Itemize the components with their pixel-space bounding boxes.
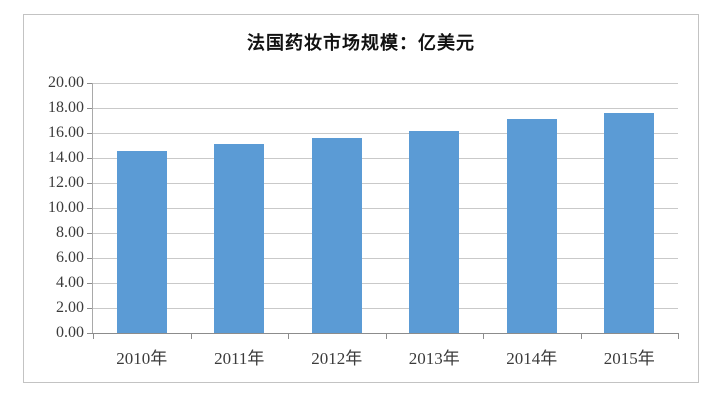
y-axis-tick xyxy=(87,158,92,159)
y-axis-tick xyxy=(87,83,92,84)
bar xyxy=(409,130,460,333)
x-axis-tick-label: 2013年 xyxy=(408,349,460,368)
y-axis-tick xyxy=(87,308,92,309)
gridline xyxy=(93,158,678,159)
x-axis-tick-label: 2010年 xyxy=(116,349,168,368)
y-axis-tick xyxy=(87,233,92,234)
y-axis-tick-label: 18.00 xyxy=(48,99,84,116)
chart-frame: 法国药妆市场规模：亿美元 2010年 2011年 2012年 2013年 2014年 20… xyxy=(23,14,699,383)
x-axis-tick-label: 2015年 xyxy=(603,349,655,368)
gridline xyxy=(93,183,678,184)
y-axis-tick-label: 2.00 xyxy=(56,299,84,316)
x-axis-line xyxy=(92,333,679,334)
y-axis-tick xyxy=(87,283,92,284)
y-axis-tick xyxy=(87,183,92,184)
y-axis-tick-label: 4.00 xyxy=(56,274,84,291)
x-axis-tick xyxy=(580,334,582,339)
y-axis-tick xyxy=(87,208,92,209)
x-axis-tick xyxy=(288,334,289,339)
x-axis-tick xyxy=(483,334,484,339)
plot-area: 2010年 2011年 2012年 2013年 2014年 2015年 xyxy=(87,83,679,368)
x-axis-tick-label: 2012年 xyxy=(311,349,363,368)
bar xyxy=(116,150,167,333)
y-axis-tick-label: 6.00 xyxy=(56,249,84,266)
gridline xyxy=(93,308,678,309)
x-axis-tick-label: 2014年 xyxy=(506,349,558,368)
y-axis-tick xyxy=(87,333,92,334)
bar xyxy=(311,138,362,333)
bar xyxy=(506,119,557,333)
y-axis-tick-label: 12.00 xyxy=(48,174,84,191)
x-axis-tick xyxy=(93,334,94,339)
chart-title: 法国药妆市场规模：亿美元 xyxy=(247,33,475,53)
y-axis-tick-label: 0.00 xyxy=(56,324,84,341)
y-axis-tick-label: 8.00 xyxy=(56,224,84,241)
gridline xyxy=(93,83,678,84)
gridline xyxy=(93,258,678,259)
y-axis-tick xyxy=(87,133,92,134)
x-axis-tick xyxy=(190,334,192,339)
y-axis-tick xyxy=(87,258,92,259)
bar xyxy=(214,144,265,333)
gridline xyxy=(93,283,678,284)
gridline xyxy=(93,133,678,134)
y-axis-tick-label: 10.00 xyxy=(48,199,84,216)
gridline xyxy=(93,208,678,209)
x-axis-tick-label: 2011年 xyxy=(214,349,265,368)
y-axis-tick-label: 20.00 xyxy=(48,74,84,91)
y-axis-tick-label: 14.00 xyxy=(48,149,84,166)
y-axis-tick-label: 16.00 xyxy=(48,124,84,141)
bar xyxy=(604,113,655,333)
x-axis-tick xyxy=(678,334,679,339)
gridline xyxy=(93,233,678,234)
y-axis-tick xyxy=(87,108,92,109)
y-axis-line xyxy=(92,83,93,334)
x-axis-tick xyxy=(385,334,387,339)
gridline xyxy=(93,108,678,109)
